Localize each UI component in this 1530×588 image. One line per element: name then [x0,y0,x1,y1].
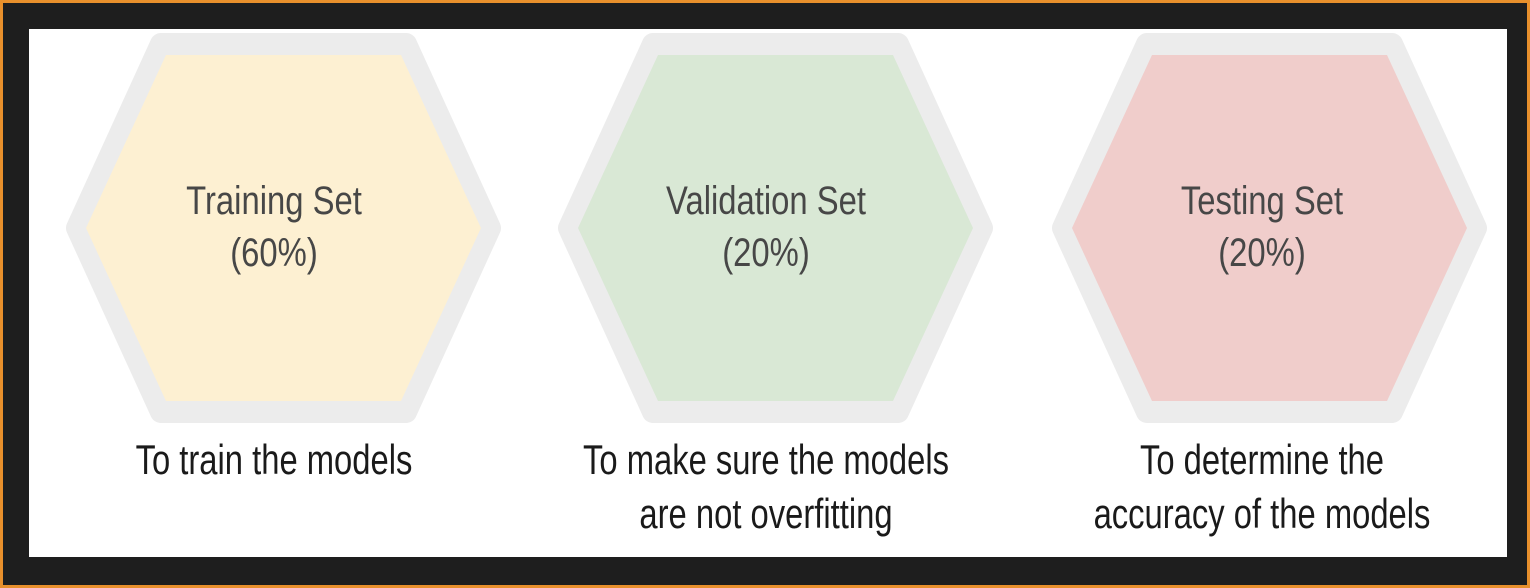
hexagon-training [66,33,501,423]
validation-caption-line: are not overfitting [639,490,893,537]
validation-caption: To make sure the models are not overfitt… [563,433,969,541]
validation-set-label: Validation Set (20%) [618,175,913,279]
hexagon-training-fill [86,55,481,401]
testing-set-name: Testing Set [1180,179,1344,223]
training-set-name: Training Set [186,179,362,223]
training-set-label: Training Set (60%) [126,175,421,279]
testing-set-percent: (20%) [1218,231,1306,275]
testing-set-label: Testing Set (20%) [1114,175,1409,279]
hexagon-layer [66,33,1487,423]
training-caption-line: To train the models [135,436,413,483]
validation-set-name: Validation Set [666,179,866,223]
validation-caption-line: To make sure the models [583,436,949,483]
hexagon-testing-fill [1072,55,1467,401]
hexagon-validation [558,33,993,423]
hexagon-validation-fill [578,55,973,401]
testing-caption-line: To determine the [1139,436,1385,483]
testing-caption: To determine the accuracy of the models [1059,433,1465,541]
validation-set-percent: (20%) [722,231,810,275]
hexagon-testing [1052,33,1487,423]
training-caption: To train the models [71,433,477,487]
diagram-panel: Training Set (60%) Validation Set (20%) … [29,29,1507,557]
testing-caption-line: accuracy of the models [1093,490,1431,537]
training-set-percent: (60%) [230,231,318,275]
